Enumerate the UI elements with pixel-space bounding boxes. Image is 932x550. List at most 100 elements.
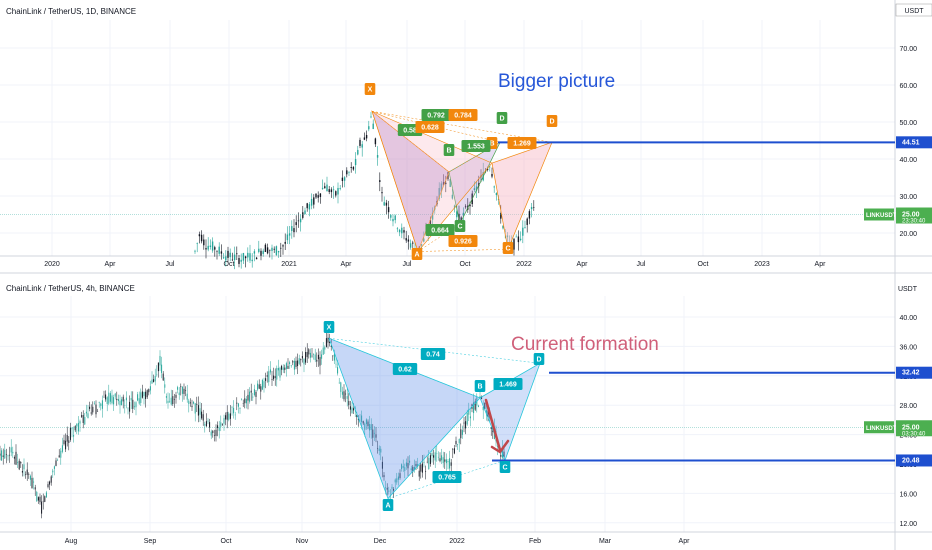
h4-chart-panel[interactable]: ChainLink / TetherUS, 4h, BINANCE 40.00 3… <box>0 273 932 550</box>
daily-level-tag-text: 44.51 <box>902 139 920 146</box>
h4-candle <box>433 455 435 458</box>
daily-level-tag-bg <box>896 136 932 149</box>
daily-candle <box>211 241 214 251</box>
daily-last-price-bg <box>896 207 932 224</box>
h4-candle <box>404 467 406 471</box>
h4-candle <box>89 406 91 409</box>
daily-candle <box>365 134 368 139</box>
h4-candle <box>191 405 193 408</box>
h4-candle <box>154 375 156 382</box>
daily-candle <box>528 211 531 219</box>
h4-candle <box>121 399 123 406</box>
daily-unit-box <box>895 3 932 17</box>
daily-candle <box>249 253 251 261</box>
h4-candle <box>146 390 148 398</box>
h4-candle <box>66 435 68 442</box>
daily-candle <box>374 138 377 145</box>
h4-y-tick: 16.00 <box>899 491 917 498</box>
daily-candle <box>420 244 423 246</box>
daily-candle <box>440 183 443 192</box>
h4-point-a-text: A <box>385 503 390 510</box>
h4-candle <box>401 464 403 470</box>
h4-candle <box>297 360 299 367</box>
h4-ratio-3-text: 1.469 <box>499 382 517 389</box>
daily-candle <box>385 202 388 206</box>
h4-candle <box>314 354 316 361</box>
daily-candle <box>196 243 198 244</box>
daily-candle <box>253 251 256 254</box>
h4-candle <box>426 461 428 463</box>
daily-y-tick: 40.00 <box>899 157 917 164</box>
h4-candle <box>113 397 115 405</box>
h4-candle <box>370 424 372 430</box>
daily-ratio-orange-3-bg <box>507 137 537 149</box>
h4-candle <box>343 391 345 400</box>
h4-candle <box>124 405 126 406</box>
h4-candle <box>247 394 249 401</box>
h4-point-b-text: B <box>477 384 482 391</box>
h4-candle <box>81 415 83 417</box>
daily-chart-panel[interactable]: ChainLink / TetherUS, 1D, BINANCE 80.007… <box>0 0 932 273</box>
h4-candle <box>217 425 219 429</box>
h4-candle <box>429 455 431 464</box>
daily-x-tick: Apr <box>341 261 353 268</box>
h4-candle <box>293 360 295 370</box>
h4-candle <box>450 462 452 466</box>
daily-ratio-green-1-text: 0.792 <box>427 113 445 120</box>
daily-candle <box>286 234 289 241</box>
h4-candle <box>180 386 182 388</box>
h4-candle <box>308 349 310 355</box>
daily-x-tick: 2023 <box>754 261 770 268</box>
h4-candle <box>329 341 331 343</box>
h4-candle <box>351 407 353 413</box>
daily-y-tick: 70.00 <box>899 46 917 53</box>
daily-candle <box>500 213 502 219</box>
h4-x-tick: 2022 <box>449 538 465 545</box>
h4-candle <box>457 443 459 445</box>
daily-point-d-bg <box>496 112 508 124</box>
daily-candle <box>449 179 451 187</box>
h4-candle <box>105 394 107 400</box>
h4-candle <box>274 376 276 378</box>
daily-x-axis: 2020 Apr Jul Oct 2021 Apr Jul Oct 2022 Apr Jul Oct 2… <box>44 261 826 268</box>
daily-candle <box>293 228 295 233</box>
h4-candle <box>257 383 259 390</box>
daily-chart-title: ChainLink / TetherUS, 1D, BINANCE <box>6 7 136 16</box>
daily-point-d2: D <box>546 115 558 127</box>
daily-candle <box>390 215 392 218</box>
h4-candle <box>447 461 449 463</box>
h4-x-tick: Mar <box>599 538 612 545</box>
daily-candle <box>339 188 341 189</box>
daily-candle <box>445 182 447 185</box>
h4-candle <box>431 453 433 457</box>
daily-ratio-green-3-bg <box>461 140 491 152</box>
daily-candle <box>462 212 465 216</box>
h4-candle <box>394 479 396 483</box>
daily-candle <box>229 252 231 258</box>
h4-candle <box>41 501 43 514</box>
daily-ratio-green-1-bg <box>421 109 451 121</box>
h4-candle <box>97 411 99 412</box>
h4-candle <box>193 401 195 404</box>
h4-candle <box>33 481 35 483</box>
h4-candle <box>346 396 348 399</box>
h4-candle <box>119 400 121 406</box>
h4-point-x: X <box>323 321 335 333</box>
h4-candle <box>277 367 279 371</box>
daily-last-price-text: 25.00 <box>902 212 920 219</box>
h4-candle <box>468 409 470 415</box>
h4-candle <box>396 478 398 483</box>
h4-candle <box>265 378 267 381</box>
h4-candle <box>372 429 374 438</box>
daily-candle <box>504 230 506 232</box>
daily-candle <box>282 245 284 247</box>
daily-candle <box>299 218 302 223</box>
daily-candle <box>236 253 238 255</box>
h4-candle <box>252 396 254 398</box>
h4-ratio-2-bg <box>420 348 446 360</box>
daily-candle <box>370 116 372 118</box>
h4-candle <box>204 424 206 426</box>
h4-point-x-bg <box>323 321 335 333</box>
h4-candle <box>13 457 15 459</box>
